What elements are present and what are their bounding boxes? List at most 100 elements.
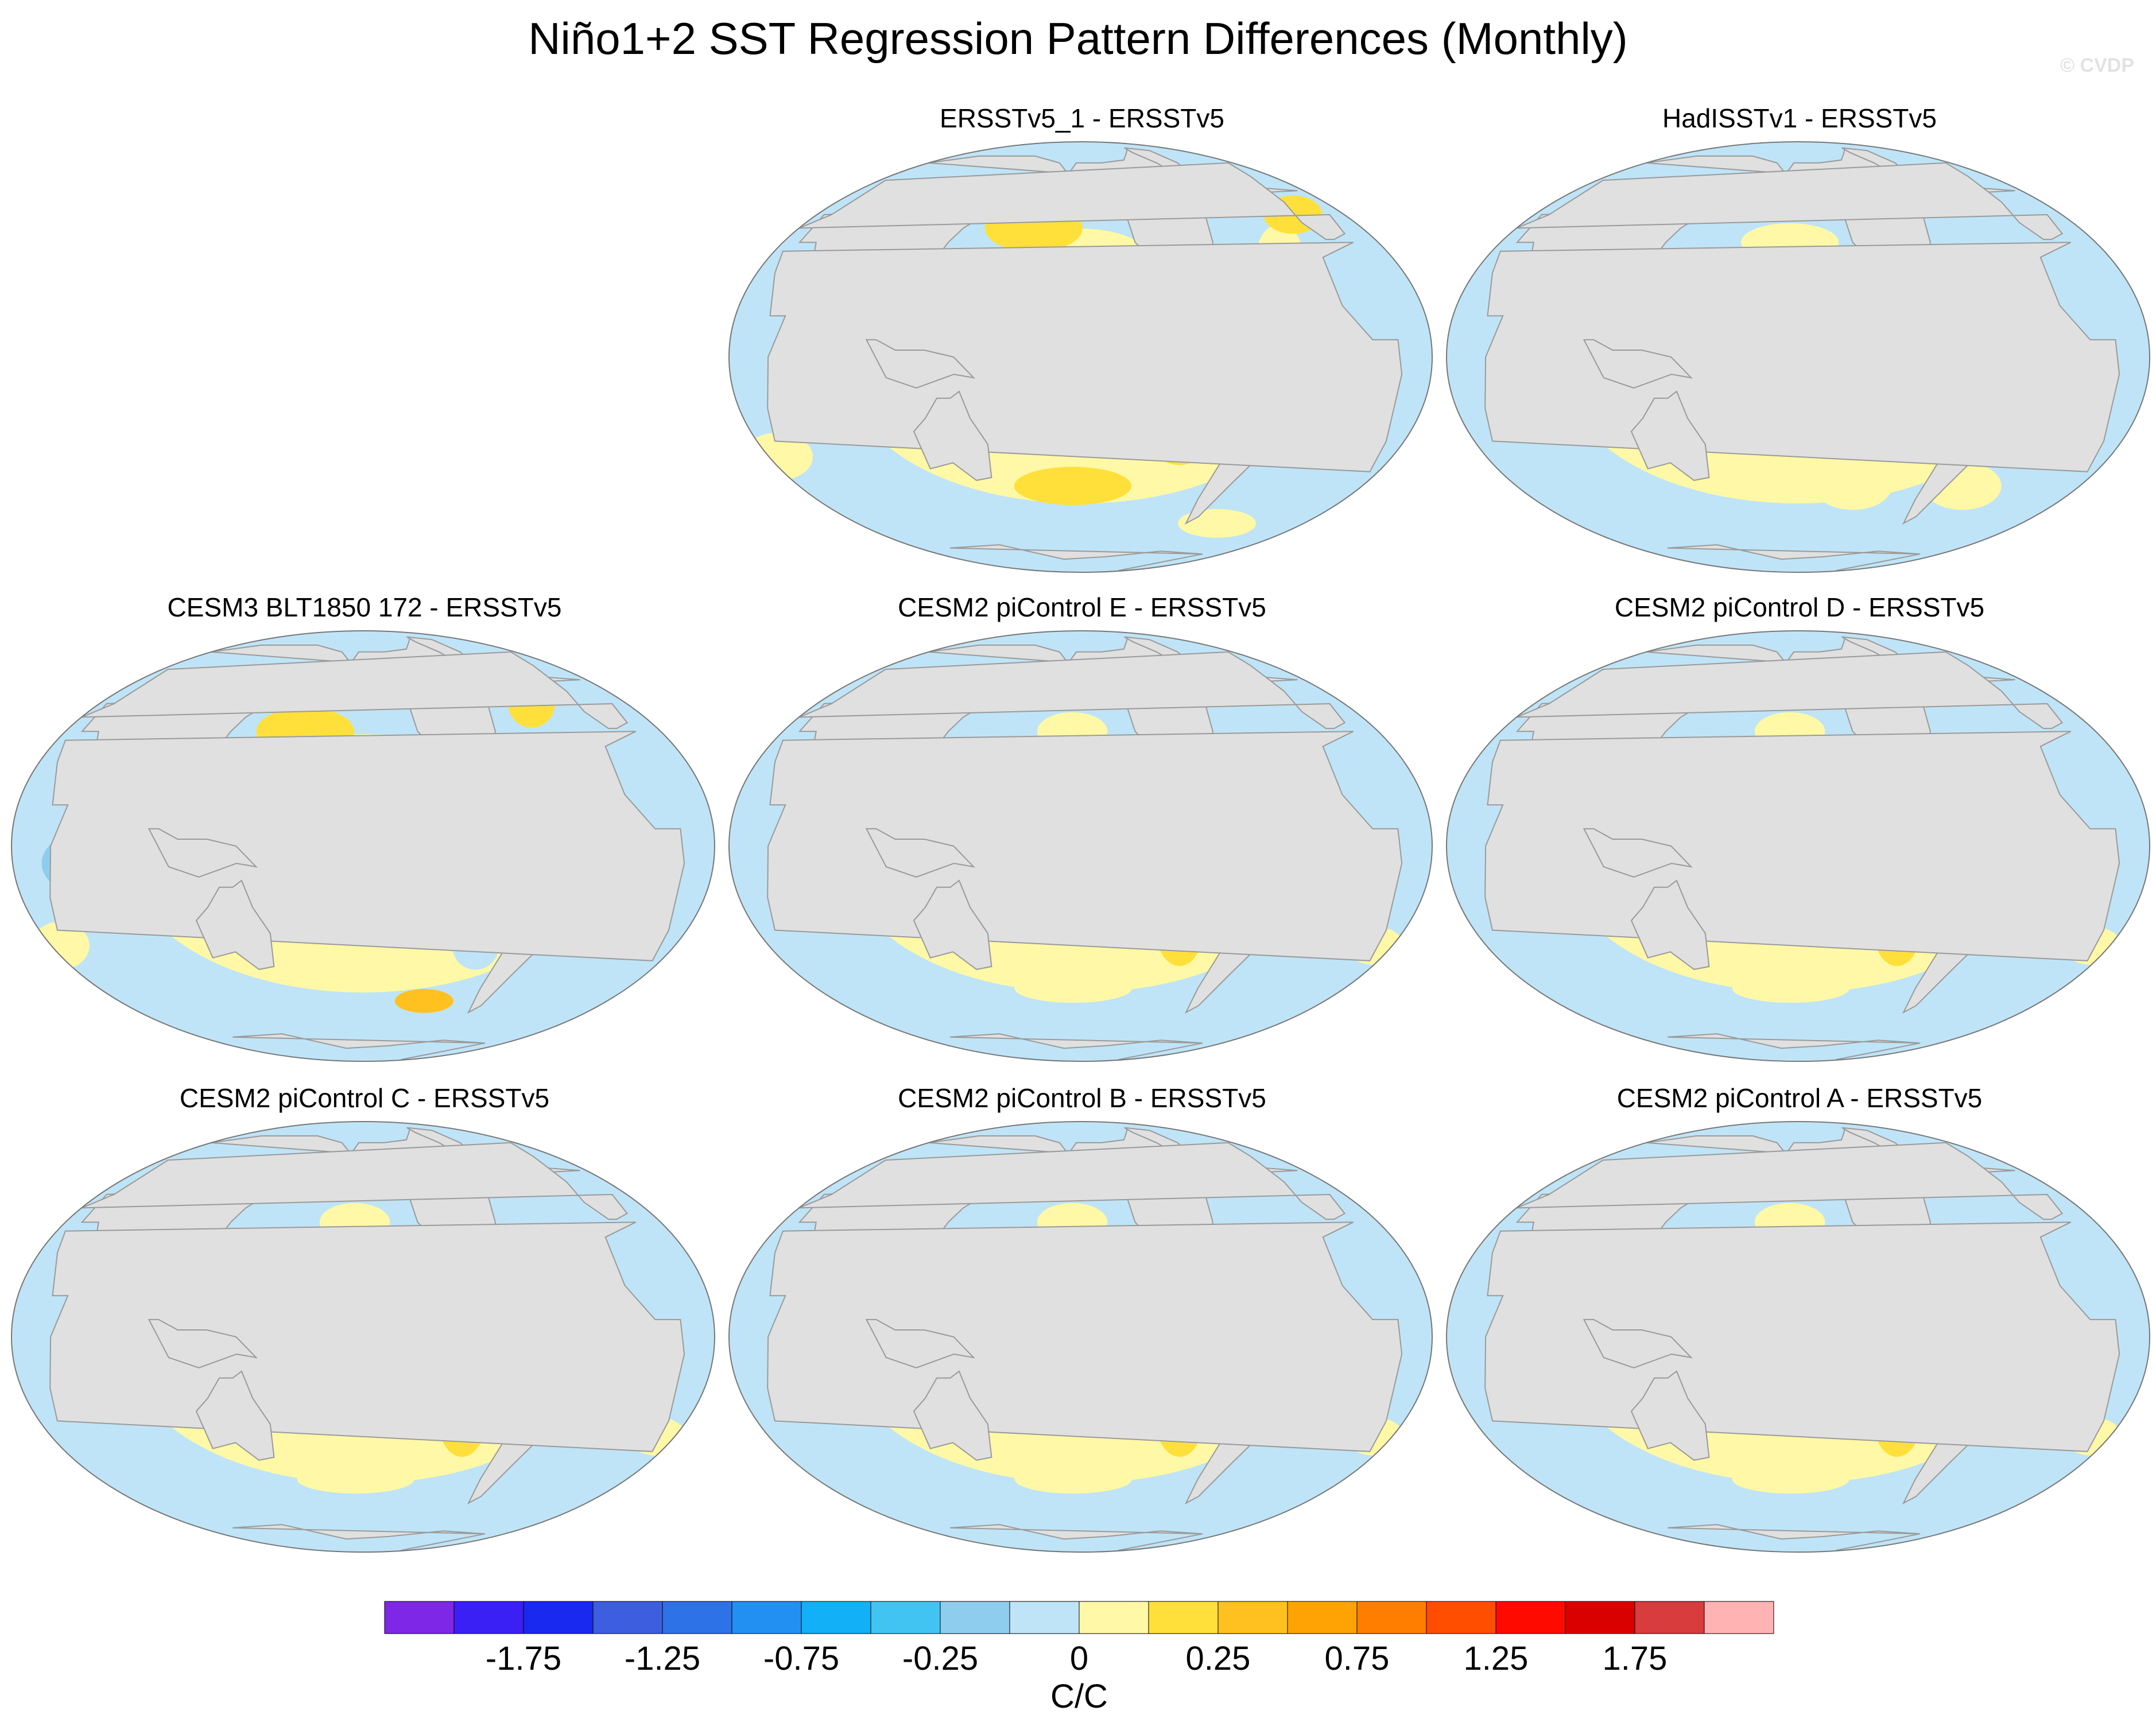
land-africa: [1484, 242, 2120, 472]
land-australia: [1630, 390, 1710, 481]
colorbar-swatch: [453, 1601, 524, 1634]
figure-title: Niño1+2 SST Regression Pattern Differenc…: [528, 13, 1628, 64]
anomaly-region: [1014, 974, 1132, 1003]
land-europe-west: [1516, 162, 2064, 241]
world-map: [11, 630, 715, 1062]
land-indonesia: [1583, 1318, 1693, 1369]
land-antarctica: [950, 1033, 1203, 1060]
land-indonesia: [865, 828, 976, 878]
map-outline: [11, 630, 715, 1062]
colorbar-swatch: [731, 1601, 802, 1634]
world-map: [728, 141, 1433, 573]
land-africa: [767, 1221, 1403, 1452]
colorbar-label: 0.25: [1185, 1640, 1251, 1677]
colorbar-swatch: [1704, 1601, 1774, 1634]
colorbar-swatch: [1287, 1601, 1358, 1634]
anomaly-region: [825, 492, 943, 532]
world-map: [11, 1121, 715, 1553]
anomaly-region: [1813, 461, 1892, 510]
anomaly-region: [1014, 1465, 1132, 1494]
colorbar-label: 0.75: [1324, 1640, 1390, 1677]
map-outline: [728, 1121, 1433, 1553]
land-australia: [913, 390, 992, 481]
colorbar-swatch: [662, 1601, 732, 1634]
land-indonesia: [148, 1318, 258, 1369]
land-antarctica: [950, 1524, 1203, 1551]
land-europe-west: [798, 162, 1346, 241]
map-outline: [1446, 141, 2150, 573]
anomaly-region: [297, 1465, 414, 1494]
land-antarctica: [232, 1524, 486, 1551]
land-europe-west: [798, 651, 1346, 730]
colorbar-swatch: [1009, 1601, 1080, 1634]
map-outline: [1446, 1121, 2150, 1553]
colorbar-swatch: [870, 1601, 941, 1634]
land-europe-west: [798, 1142, 1346, 1220]
colorbar-label: -0.75: [763, 1640, 840, 1677]
colorbar-unit: C/C: [1050, 1678, 1108, 1715]
land-indonesia: [1583, 828, 1693, 878]
map-outline: [728, 630, 1433, 1062]
map-panel: CESM2 piControl D - ERSSTv5: [1444, 591, 2155, 1062]
panel-title: CESM2 piControl E - ERSSTv5: [898, 592, 1266, 622]
land-africa: [49, 731, 685, 961]
land-australia: [913, 879, 992, 970]
map-panel: ERSSTv5_1 - ERSSTv5: [726, 102, 1438, 573]
land-europe-west: [81, 1142, 629, 1220]
colorbar-label: 1.75: [1602, 1640, 1668, 1677]
land-europe-west: [1516, 1142, 2064, 1220]
watermark: © CVDP: [2060, 55, 2134, 76]
land-australia: [1630, 879, 1710, 970]
panel-title: CESM2 piControl D - ERSSTv5: [1614, 592, 1985, 622]
map-outline: [11, 1121, 715, 1553]
land-australia: [195, 879, 275, 970]
land-australia: [913, 1370, 992, 1461]
map-panel: CESM2 piControl A - ERSSTv5: [1444, 1082, 2155, 1553]
colorbar-swatch: [1356, 1601, 1427, 1634]
colorbar-label: -1.75: [485, 1640, 562, 1677]
map-panel: HadISSTv1 - ERSSTv5: [1444, 102, 2155, 573]
colorbar-swatch: [1495, 1601, 1566, 1634]
land-indonesia: [865, 339, 976, 389]
map-panel: CESM2 piControl E - ERSSTv5: [726, 591, 1438, 1062]
land-australia: [1630, 1370, 1710, 1461]
panel-title: CESM3 BLT1850 172 - ERSSTv5: [167, 592, 562, 622]
land-indonesia: [865, 1318, 976, 1369]
colorbar-label: -0.25: [902, 1640, 979, 1677]
map-panel: CESM2 piControl B - ERSSTv5: [726, 1082, 1438, 1553]
land-africa: [1484, 731, 2120, 961]
world-map: [1446, 630, 2150, 1062]
panel-title: CESM2 piControl A - ERSSTv5: [1616, 1083, 1983, 1113]
map-panel: CESM2 piControl C - ERSSTv5: [9, 1082, 720, 1553]
colorbar-swatch: [1217, 1601, 1288, 1634]
colorbar-swatch: [384, 1601, 455, 1634]
anomaly-region: [1691, 452, 1789, 491]
land-antarctica: [1668, 544, 1921, 571]
anomaly-region: [1014, 467, 1131, 505]
colorbar-swatch: [940, 1601, 1010, 1634]
map-outline: [1446, 630, 2150, 1062]
world-map: [1446, 141, 2150, 573]
anomaly-region: [394, 989, 453, 1013]
land-antarctica: [232, 1033, 486, 1060]
panel-title: HadISSTv1 - ERSSTv5: [1662, 103, 1937, 133]
map-outline: [728, 141, 1433, 573]
land-antarctica: [1668, 1033, 1921, 1060]
colorbar-swatch: [1634, 1601, 1705, 1634]
anomaly-region: [1732, 1465, 1849, 1494]
colorbar-label: 0: [1069, 1640, 1089, 1677]
land-africa: [767, 731, 1403, 961]
colorbar-label: -1.25: [624, 1640, 701, 1677]
panel-title: ERSSTv5_1 - ERSSTv5: [940, 103, 1224, 133]
anomaly-region: [1732, 974, 1849, 1003]
land-africa: [767, 242, 1403, 472]
land-africa: [1484, 1221, 2120, 1452]
land-africa: [49, 1221, 685, 1452]
colorbar-swatch: [1079, 1601, 1149, 1634]
world-map: [728, 1121, 1433, 1553]
colorbar-swatch: [801, 1601, 871, 1634]
land-europe-west: [1516, 651, 2064, 730]
colorbar-swatch: [592, 1601, 663, 1634]
land-antarctica: [950, 544, 1203, 571]
